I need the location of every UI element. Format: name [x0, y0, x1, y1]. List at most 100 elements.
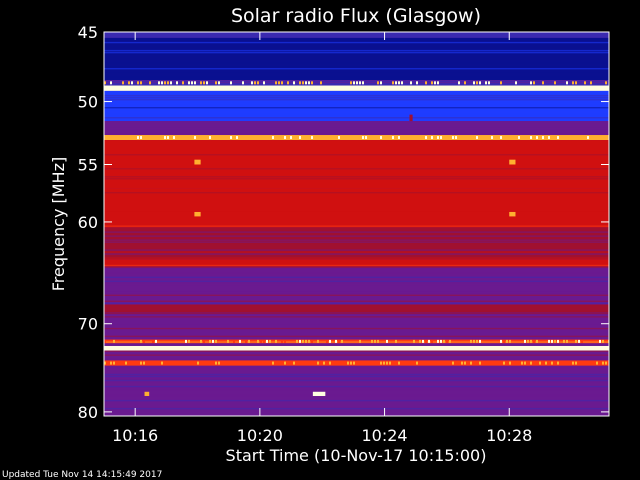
rfi-speckle: [503, 361, 505, 365]
rfi-speckle: [140, 136, 142, 140]
rfi-speckle: [161, 81, 163, 85]
rfi-speckle: [467, 136, 469, 140]
y-tick-label: 60: [78, 213, 98, 232]
rfi-speckle: [437, 136, 439, 140]
band-texture: [104, 172, 609, 174]
rfi-speckle: [194, 136, 196, 140]
band-texture: [104, 89, 609, 91]
band-texture: [104, 219, 609, 221]
band-texture: [104, 154, 609, 156]
band-texture: [104, 146, 609, 148]
rfi-speckle: [425, 136, 427, 140]
rfi-speckle: [542, 136, 544, 140]
y-tick-label: 80: [78, 403, 98, 422]
rfi-speckle: [317, 339, 319, 343]
rfi-speckle: [356, 136, 358, 140]
rfi-speckle: [449, 339, 451, 343]
rfi-speckle: [362, 81, 364, 85]
rfi-speckle: [263, 339, 265, 343]
rfi-speckle: [179, 136, 181, 140]
band-texture: [104, 389, 609, 392]
rfi-speckle: [533, 339, 535, 343]
rfi-speckle: [158, 81, 160, 85]
rfi-speckle: [434, 136, 436, 140]
rfi-speckle: [530, 361, 532, 365]
rfi-speckle: [236, 136, 238, 140]
rfi-speckle: [470, 339, 472, 343]
rfi-speckle: [530, 81, 532, 85]
rfi-speckle: [278, 81, 280, 85]
rfi-speckle: [353, 81, 355, 85]
band-texture: [104, 113, 609, 115]
rfi-speckle: [329, 339, 331, 343]
band-texture: [104, 249, 609, 251]
rfi-speckle: [479, 81, 481, 85]
rfi-speckle: [257, 81, 259, 85]
x-tick-label: 10:20: [237, 426, 283, 445]
band-texture: [104, 373, 609, 376]
band-texture: [104, 229, 609, 231]
rfi-speckle: [464, 361, 466, 365]
rfi-speckle: [161, 361, 163, 365]
rfi-speckle: [551, 136, 553, 140]
rfi-speckle: [551, 339, 553, 343]
burst-mark: [194, 211, 201, 217]
rfi-speckle: [446, 339, 448, 343]
rfi-speckle: [308, 361, 310, 365]
rfi-speckle: [395, 339, 397, 343]
rfi-speckle: [302, 81, 304, 85]
band-texture: [104, 76, 609, 78]
rfi-speckle: [371, 339, 373, 343]
rfi-speckle: [299, 81, 301, 85]
rfi-speckle: [293, 361, 295, 365]
rfi-speckle: [560, 136, 562, 140]
band-texture: [104, 168, 609, 170]
rfi-speckle: [500, 81, 502, 85]
band-texture: [104, 83, 609, 85]
band-texture: [104, 192, 609, 194]
band-texture: [104, 375, 609, 378]
band-texture: [104, 379, 609, 382]
band-texture: [104, 310, 609, 312]
band-texture: [104, 358, 609, 360]
band-texture: [104, 367, 609, 370]
rfi-speckle: [476, 339, 478, 343]
rfi-speckle: [548, 136, 550, 140]
rfi-speckle: [365, 136, 367, 140]
rfi-speckle: [539, 361, 541, 365]
rfi-speckle: [266, 136, 268, 140]
band-texture: [104, 282, 609, 285]
rfi-speckle: [215, 81, 217, 85]
band-texture: [104, 239, 609, 241]
rfi-speckle: [182, 361, 184, 365]
rfi-speckle: [167, 361, 169, 365]
band-texture: [104, 166, 609, 168]
rfi-speckle: [476, 81, 478, 85]
band-texture: [104, 41, 609, 44]
rfi-speckle: [443, 339, 445, 343]
rfi-speckle: [572, 361, 574, 365]
rfi-speckle: [305, 81, 307, 85]
rfi-speckle: [581, 339, 583, 343]
band-texture: [104, 217, 609, 219]
rfi-speckle: [500, 361, 502, 365]
rfi-speckle: [230, 361, 232, 365]
rfi-speckle: [155, 361, 157, 365]
rfi-speckle: [203, 339, 205, 343]
rfi-speckle: [137, 361, 139, 365]
rfi-speckle: [284, 339, 286, 343]
y-tick-label: 70: [78, 315, 98, 334]
rfi-speckle: [452, 361, 454, 365]
rfi-speckle: [590, 81, 592, 85]
rfi-speckle: [374, 361, 376, 365]
rfi-speckle: [239, 339, 241, 343]
rfi-speckle: [500, 339, 502, 343]
rfi-speckle: [281, 136, 283, 140]
rfi-speckle: [200, 81, 202, 85]
rfi-speckle: [251, 81, 253, 85]
band-texture: [104, 272, 609, 275]
rfi-speckle: [164, 81, 166, 85]
rfi-speckle: [335, 339, 337, 343]
rfi-speckle: [260, 339, 262, 343]
rfi-speckle: [488, 361, 490, 365]
